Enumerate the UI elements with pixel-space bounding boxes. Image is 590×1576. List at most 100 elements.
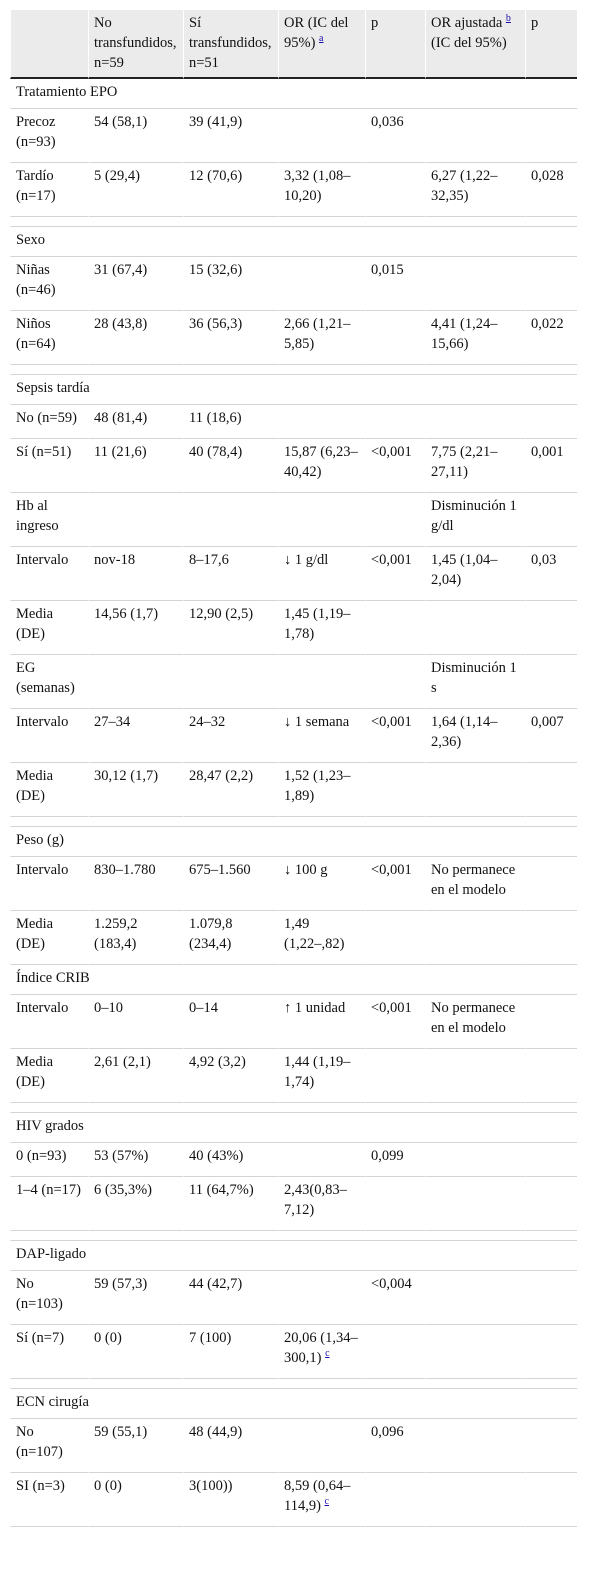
or-ajustada-cell — [425, 601, 525, 655]
section-spacer — [10, 1103, 577, 1113]
p-cell: 0,015 — [365, 257, 425, 311]
or-ajustada-cell: No permanece en el modelo — [425, 995, 525, 1049]
p-cell — [365, 1177, 425, 1231]
section-title: Peso (g) — [10, 827, 577, 857]
header-p: p — [365, 10, 425, 79]
no-transfundidos-cell — [88, 655, 183, 709]
no-transfundidos-cell: 53 (57%) — [88, 1143, 183, 1177]
or-cell: 3,32 (1,08–10,20) — [278, 163, 365, 217]
footnote-link-c[interactable]: c — [325, 1348, 330, 1360]
p-ajustada-cell — [525, 257, 577, 311]
row-label-cell: 1–4 (n=17) — [10, 1177, 88, 1231]
or-ajustada-cell: 1,64 (1,14–2,36) — [425, 709, 525, 763]
or-cell — [278, 1419, 365, 1473]
table-row: 1–4 (n=17) 6 (35,3%) 11 (64,7%) 2,43(0,83–7… — [10, 1177, 577, 1231]
section-title: Índice CRIB — [10, 965, 577, 995]
no-transfundidos-cell: 27–34 — [88, 709, 183, 763]
table-row: Sí (n=7) 0 (0) 7 (100) 20,06 (1,34–300,1) c — [10, 1325, 577, 1379]
section-header-row: Sexo — [10, 227, 577, 257]
p-cell — [365, 601, 425, 655]
p-cell: <0,001 — [365, 857, 425, 911]
header-si-transfundidos: Sí transfundidos, n=51 — [183, 10, 278, 79]
p-cell: <0,001 — [365, 709, 425, 763]
row-label-cell: Tardío (n=17) — [10, 163, 88, 217]
header-or-ajustada: OR ajustada b (IC del 95%) — [425, 10, 525, 79]
p-ajustada-cell — [525, 493, 577, 547]
no-transfundidos-cell: 48 (81,4) — [88, 405, 183, 439]
or-cell — [278, 655, 365, 709]
table-row: Media (DE) 2,61 (2,1) 4,92 (3,2) 1,44 (1,19… — [10, 1049, 577, 1103]
p-cell — [365, 1325, 425, 1379]
p-cell — [365, 493, 425, 547]
footnote-link-c[interactable]: c — [324, 1496, 329, 1508]
p-ajustada-cell — [525, 911, 577, 965]
p-ajustada-cell — [525, 1271, 577, 1325]
p-ajustada-cell — [525, 1143, 577, 1177]
or-ajustada-cell — [425, 257, 525, 311]
or-cell: 1,49 (1,22–,82) — [278, 911, 365, 965]
or-ajustada-cell: 1,45 (1,04–2,04) — [425, 547, 525, 601]
section-header-row: Tratamiento EPO — [10, 79, 577, 109]
si-transfundidos-cell: 39 (41,9) — [183, 109, 278, 163]
table-row: Intervalo 27–34 24–32 ↓ 1 semana <0,001 1,64 … — [10, 709, 577, 763]
header-p-ajustada: p — [525, 10, 577, 79]
p-ajustada-cell: 0,007 — [525, 709, 577, 763]
table-row: Sí (n=51) 11 (21,6) 40 (78,4) 15,87 (6,23–4… — [10, 439, 577, 493]
or-cell: ↓ 1 semana — [278, 709, 365, 763]
p-ajustada-cell — [525, 995, 577, 1049]
header-cell-blank — [10, 10, 88, 79]
no-transfundidos-cell: 830–1.780 — [88, 857, 183, 911]
si-transfundidos-cell: 7 (100) — [183, 1325, 278, 1379]
no-transfundidos-cell — [88, 493, 183, 547]
table-row: EG (semanas) Disminución 1 s — [10, 655, 577, 709]
table-row: Niñas (n=46) 31 (67,4) 15 (32,6) 0,015 — [10, 257, 577, 311]
row-label-cell: SI (n=3) — [10, 1473, 88, 1527]
or-cell: ↓ 1 g/dl — [278, 547, 365, 601]
table-row: Intervalo 0–10 0–14 ↑ 1 unidad <0,001 No perm… — [10, 995, 577, 1049]
si-transfundidos-cell: 1.079,8 (234,4) — [183, 911, 278, 965]
p-cell — [365, 763, 425, 817]
no-transfundidos-cell: 59 (57,3) — [88, 1271, 183, 1325]
table-row: Hb al ingreso Disminución 1 g/dl — [10, 493, 577, 547]
row-label-cell: Precoz (n=93) — [10, 109, 88, 163]
si-transfundidos-cell: 40 (78,4) — [183, 439, 278, 493]
row-label-cell: Niños (n=64) — [10, 311, 88, 365]
or-ajustada-cell — [425, 1419, 525, 1473]
table-row: Media (DE) 14,56 (1,7) 12,90 (2,5) 1,45 (1,… — [10, 601, 577, 655]
table-row: No (n=107) 59 (55,1) 48 (44,9) 0,096 — [10, 1419, 577, 1473]
section-title: HIV grados — [10, 1113, 577, 1143]
row-label-cell: No (n=103) — [10, 1271, 88, 1325]
or-ajustada-cell — [425, 1177, 525, 1231]
or-cell — [278, 493, 365, 547]
or-ajustada-cell — [425, 405, 525, 439]
no-transfundidos-cell: 5 (29,4) — [88, 163, 183, 217]
section-title: DAP-ligado — [10, 1241, 577, 1271]
section-header-row: Sepsis tardía — [10, 375, 577, 405]
table-row: Intervalo 830–1.780 675–1.560 ↓ 100 g <0,001… — [10, 857, 577, 911]
p-ajustada-cell — [525, 763, 577, 817]
footnote-link-a[interactable]: a — [319, 33, 324, 45]
p-cell — [365, 311, 425, 365]
or-cell — [278, 405, 365, 439]
footnote-link-b[interactable]: b — [505, 13, 511, 25]
table-row: Niños (n=64) 28 (43,8) 36 (56,3) 2,66 (1,21… — [10, 311, 577, 365]
or-cell: 1,52 (1,23–1,89) — [278, 763, 365, 817]
si-transfundidos-cell: 12 (70,6) — [183, 163, 278, 217]
section-spacer — [10, 1379, 577, 1389]
table-row: No (n=103) 59 (57,3) 44 (42,7) <0,004 — [10, 1271, 577, 1325]
no-transfundidos-cell: 11 (21,6) — [88, 439, 183, 493]
row-label-cell: No (n=59) — [10, 405, 88, 439]
p-cell — [365, 655, 425, 709]
si-transfundidos-cell: 4,92 (3,2) — [183, 1049, 278, 1103]
or-cell — [278, 109, 365, 163]
si-transfundidos-cell: 15 (32,6) — [183, 257, 278, 311]
si-transfundidos-cell — [183, 655, 278, 709]
row-label-cell: Media (DE) — [10, 911, 88, 965]
p-ajustada-cell: 0,022 — [525, 311, 577, 365]
no-transfundidos-cell: 0 (0) — [88, 1325, 183, 1379]
section-title: Sexo — [10, 227, 577, 257]
header-no-transfundidos: No transfundidos, n=59 — [88, 10, 183, 79]
or-ajustada-cell: Disminución 1 s — [425, 655, 525, 709]
si-transfundidos-cell: 12,90 (2,5) — [183, 601, 278, 655]
section-header-row: HIV grados — [10, 1113, 577, 1143]
